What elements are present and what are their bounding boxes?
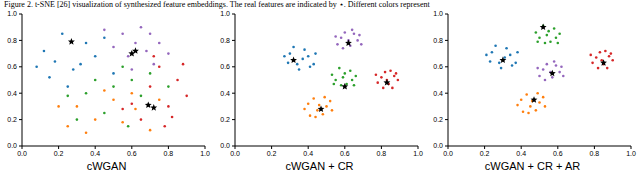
svg-text:0.8: 0.8: [8, 37, 17, 44]
svg-text:0.0: 0.0: [443, 150, 453, 157]
svg-text:0.2: 0.2: [480, 150, 490, 157]
svg-text:1.0: 1.0: [8, 10, 17, 17]
svg-text:0.6: 0.6: [433, 63, 443, 70]
svg-text:0.6: 0.6: [220, 63, 230, 70]
svg-text:1.0: 1.0: [433, 10, 443, 17]
svg-text:1.0: 1.0: [200, 150, 210, 157]
svg-text:0.8: 0.8: [220, 37, 230, 44]
svg-text:0.2: 0.2: [433, 116, 443, 123]
svg-text:0.6: 0.6: [127, 150, 137, 157]
svg-text:0.4: 0.4: [8, 90, 17, 97]
svg-text:0.0: 0.0: [433, 142, 443, 149]
svg-text:1.0: 1.0: [626, 150, 632, 157]
svg-text:0.0: 0.0: [230, 150, 240, 157]
svg-text:0.6: 0.6: [553, 150, 563, 157]
html-text:cWGAN: cWGAN: [86, 160, 127, 172]
svg-text:0.4: 0.4: [303, 150, 313, 157]
html-text:cWGAN + CR: cWGAN + CR: [285, 160, 354, 172]
html-text:Figure 2. t-SNE [26] visualiza: Figure 2. t-SNE [26] visualization of sy…: [4, 0, 430, 9]
svg-text:0.8: 0.8: [164, 150, 174, 157]
svg-text:1.0: 1.0: [220, 10, 230, 17]
svg-text:0.6: 0.6: [8, 63, 17, 70]
svg-text:0.6: 0.6: [340, 150, 350, 157]
svg-text:0.4: 0.4: [433, 90, 443, 97]
svg-text:0.0: 0.0: [220, 142, 230, 149]
svg-text:0.8: 0.8: [590, 150, 600, 157]
svg-text:0.4: 0.4: [90, 150, 100, 157]
html-text:cWGAN + CR + AR: cWGAN + CR + AR: [484, 160, 581, 172]
svg-text:1.0: 1.0: [413, 150, 423, 157]
svg-text:0.2: 0.2: [267, 150, 277, 157]
svg-text:0.2: 0.2: [54, 150, 64, 157]
svg-text:0.2: 0.2: [8, 116, 17, 123]
svg-text:0.2: 0.2: [220, 116, 230, 123]
svg-text:0.0: 0.0: [17, 150, 27, 157]
svg-text:0.4: 0.4: [516, 150, 526, 157]
svg-text:0.0: 0.0: [8, 142, 17, 149]
svg-text:0.8: 0.8: [377, 150, 387, 157]
svg-text:0.4: 0.4: [220, 90, 230, 97]
svg-text:0.8: 0.8: [433, 37, 443, 44]
